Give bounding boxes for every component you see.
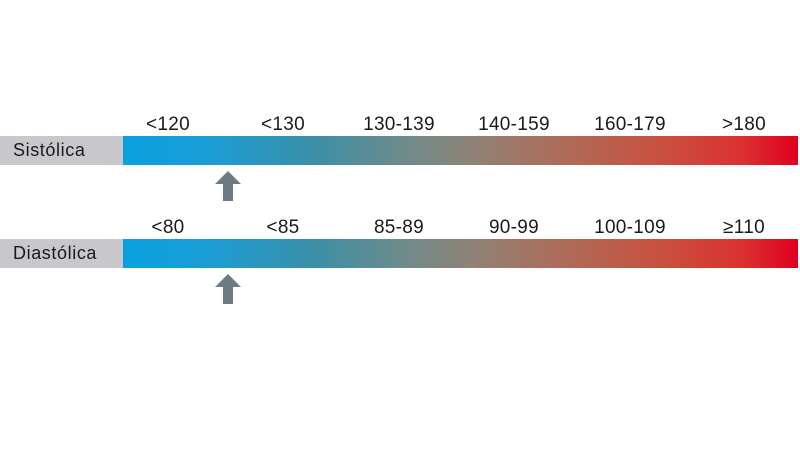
systolic-gradient-bar xyxy=(123,136,798,165)
diastolic-tick-label: 90-99 xyxy=(488,217,540,238)
diastolic-gradient-bar xyxy=(123,239,798,268)
systolic-tick-label: 140-159 xyxy=(478,114,550,135)
diastolic-label: Diastólica xyxy=(0,239,123,268)
systolic-marker-up-arrow-icon xyxy=(214,171,241,201)
systolic-label: Sistólica xyxy=(0,136,123,165)
systolic-tick-label: 130-139 xyxy=(363,114,435,135)
diastolic-tick-label: <80 xyxy=(151,217,185,238)
diastolic-tick-label: ≥110 xyxy=(723,217,765,238)
systolic-row: <120 <130 130-139 140-159 160-179 >180 S… xyxy=(0,105,800,205)
systolic-tick-label: 160-179 xyxy=(594,114,666,135)
systolic-tick-labels: <120 <130 130-139 140-159 160-179 >180 xyxy=(123,113,798,137)
diastolic-row: <80 <85 85-89 90-99 100-109 ≥110 Diastól… xyxy=(0,208,800,308)
diastolic-tick-labels: <80 <85 85-89 90-99 100-109 ≥110 xyxy=(123,216,798,240)
systolic-tick-label: <120 xyxy=(146,114,190,135)
diastolic-tick-label: 100-109 xyxy=(594,217,666,238)
diastolic-marker-up-arrow-icon xyxy=(214,274,241,304)
systolic-tick-label: <130 xyxy=(261,114,305,135)
diastolic-tick-label: <85 xyxy=(266,217,300,238)
diastolic-tick-label: 85-89 xyxy=(373,217,425,238)
systolic-tick-label: >180 xyxy=(722,114,766,135)
